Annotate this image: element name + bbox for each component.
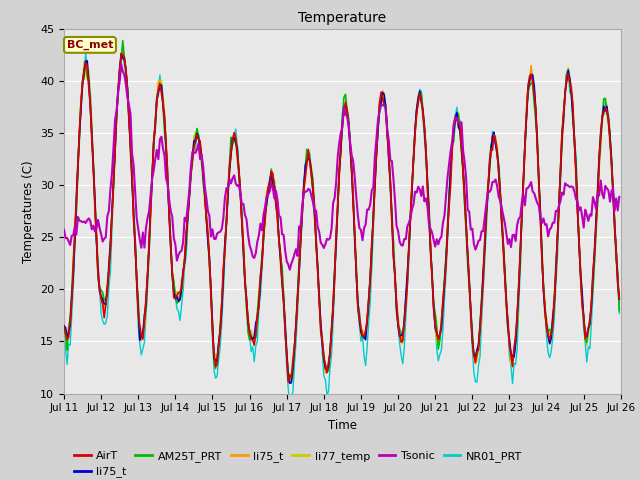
Legend: AirT, li75_t, AM25T_PRT, li75_t, li77_temp, Tsonic, NR01_PRT: AirT, li75_t, AM25T_PRT, li75_t, li77_te… (70, 446, 527, 480)
Title: Temperature: Temperature (298, 11, 387, 25)
X-axis label: Time: Time (328, 419, 357, 432)
Text: BC_met: BC_met (67, 40, 113, 50)
Y-axis label: Temperatures (C): Temperatures (C) (22, 160, 35, 263)
